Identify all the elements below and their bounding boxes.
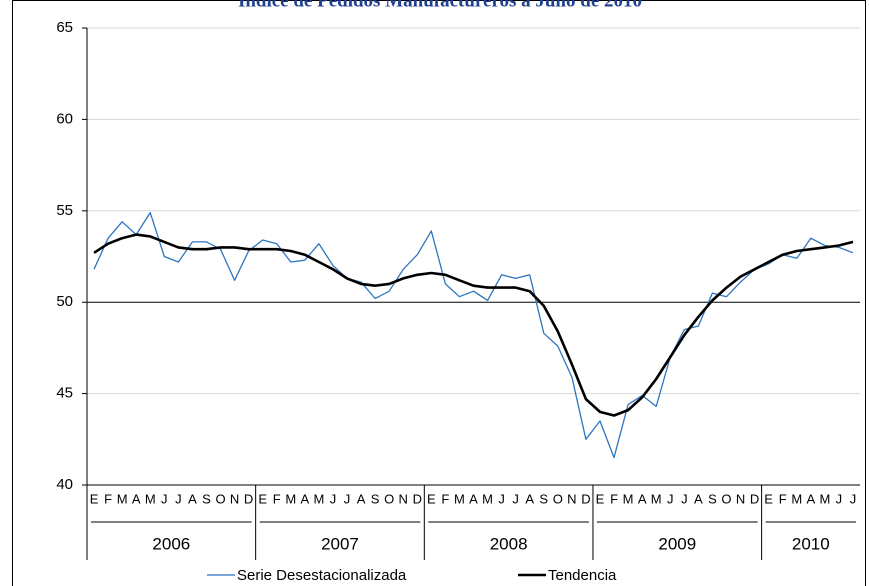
x-tick-label: A: [132, 491, 141, 506]
x-tick-label: J: [498, 491, 505, 506]
chart-title: Índice de Pedidos Manufactureros a Julio…: [238, 0, 642, 11]
x-tick-label: J: [161, 491, 168, 506]
x-tick-label: E: [596, 491, 605, 506]
x-tick-label: A: [469, 491, 478, 506]
x-tick-label: J: [667, 491, 674, 506]
x-tick-label: M: [791, 491, 802, 506]
x-tick-label: J: [681, 491, 688, 506]
x-tick-label: J: [850, 491, 857, 506]
x-tick-label: D: [581, 491, 590, 506]
year-label: 2010: [792, 534, 830, 553]
x-tick-label: E: [764, 491, 773, 506]
legend-label: Serie Desestacionalizada: [237, 567, 407, 584]
y-tick-label: 45: [56, 385, 73, 402]
x-tick-label: O: [384, 491, 394, 506]
x-tick-label: M: [313, 491, 324, 506]
x-tick-label: J: [344, 491, 351, 506]
x-tick-label: N: [736, 491, 745, 506]
x-tick-label: J: [175, 491, 182, 506]
x-tick-label: A: [638, 491, 647, 506]
x-tick-label: J: [330, 491, 337, 506]
year-label: 2006: [152, 534, 190, 553]
x-tick-label: E: [258, 491, 267, 506]
x-tick-label: F: [441, 491, 449, 506]
x-tick-label: M: [285, 491, 296, 506]
x-tick-label: S: [202, 491, 211, 506]
series-line: [93, 211, 854, 459]
year-label: 2009: [658, 534, 696, 553]
y-tick-label: 40: [56, 476, 73, 493]
year-label: 2007: [321, 534, 359, 553]
x-tick-label: S: [539, 491, 548, 506]
x-tick-label: E: [427, 491, 436, 506]
legend-label: Tendencia: [548, 567, 617, 584]
x-tick-label: A: [694, 491, 703, 506]
x-tick-label: D: [413, 491, 422, 506]
x-tick-label: F: [610, 491, 618, 506]
x-tick-label: M: [651, 491, 662, 506]
x-tick-label: J: [836, 491, 843, 506]
y-tick-label: 60: [56, 110, 73, 127]
chart-frame: [12, 0, 866, 586]
x-tick-label: M: [145, 491, 156, 506]
x-tick-label: M: [482, 491, 493, 506]
x-tick-label: F: [273, 491, 281, 506]
x-tick-label: A: [525, 491, 534, 506]
x-tick-label: M: [623, 491, 634, 506]
x-tick-label: M: [819, 491, 830, 506]
x-tick-label: A: [806, 491, 815, 506]
x-tick-label: F: [779, 491, 787, 506]
y-tick-label: 50: [56, 293, 73, 310]
year-label: 2008: [490, 534, 528, 553]
x-tick-label: A: [301, 491, 310, 506]
x-tick-label: J: [512, 491, 519, 506]
y-tick-label: 65: [56, 19, 73, 36]
x-tick-label: M: [454, 491, 465, 506]
x-tick-label: O: [215, 491, 225, 506]
x-tick-label: N: [567, 491, 576, 506]
x-tick-label: D: [750, 491, 759, 506]
series-line: [93, 233, 854, 417]
x-tick-label: E: [90, 491, 99, 506]
x-tick-label: O: [721, 491, 731, 506]
x-tick-label: F: [104, 491, 112, 506]
x-tick-label: S: [371, 491, 380, 506]
x-tick-label: S: [708, 491, 717, 506]
x-tick-label: O: [553, 491, 563, 506]
x-tick-label: A: [357, 491, 366, 506]
y-tick-label: 55: [56, 202, 73, 219]
x-tick-label: M: [117, 491, 128, 506]
x-tick-label: A: [188, 491, 197, 506]
x-tick-label: N: [230, 491, 239, 506]
x-tick-label: D: [244, 491, 253, 506]
x-tick-label: N: [399, 491, 408, 506]
